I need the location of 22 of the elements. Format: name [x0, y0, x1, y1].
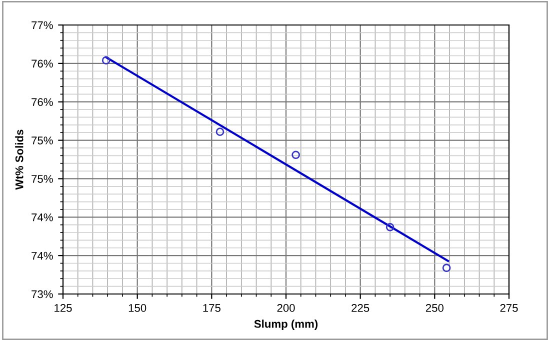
y-tick-label: 75%: [32, 175, 53, 183]
y-tick-label: 75%: [32, 136, 53, 144]
point: [102, 56, 110, 65]
x-axis-title: Slump (mm): [254, 320, 318, 330]
y-axis-title: Wt% Solids: [15, 130, 24, 190]
x-tick-label: 250: [426, 304, 444, 312]
point: [216, 128, 224, 136]
x-tick-label: 175: [203, 304, 220, 312]
x-tick-label: 225: [352, 304, 370, 312]
y-tick-label: 74%: [32, 252, 53, 260]
y-tick-label: 76%: [32, 98, 53, 106]
y-tick-label: 76%: [32, 60, 53, 68]
y-tick-label: 77%: [32, 21, 53, 30]
x-tick-label: 125: [54, 304, 72, 312]
point: [292, 150, 300, 160]
y-tick-label: 74%: [32, 213, 53, 222]
point: [386, 222, 394, 232]
y-tick-label: 73%: [32, 290, 53, 298]
x-tick-label: 200: [277, 304, 295, 312]
x-tick-label: 150: [128, 304, 146, 312]
point: [442, 264, 451, 272]
x-tick-label: 275: [500, 304, 518, 312]
